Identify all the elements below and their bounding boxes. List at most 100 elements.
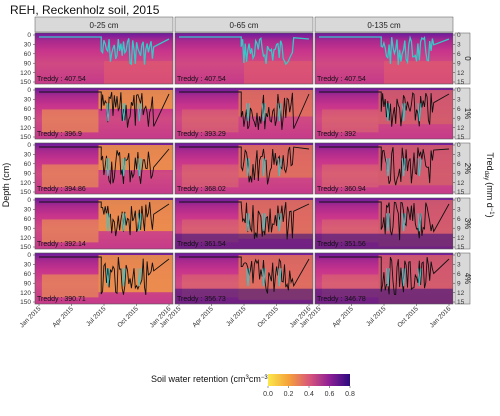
tred-tick-label: 9 bbox=[457, 60, 461, 67]
subsoil-zone bbox=[321, 164, 379, 188]
tred-day-spike bbox=[245, 213, 250, 232]
panel-border bbox=[174, 87, 314, 140]
deep-wet-band bbox=[315, 288, 453, 304]
column-strip bbox=[314, 16, 454, 33]
depth-tick-label: 0 bbox=[27, 142, 31, 149]
tred-tick-label: 0 bbox=[457, 197, 461, 204]
tred-day-spike bbox=[385, 213, 390, 232]
tred-day-spike bbox=[245, 158, 250, 177]
tred-day-line bbox=[179, 36, 310, 66]
tred-day-spike bbox=[417, 103, 422, 122]
facet-panel: Treddy : 407.54 bbox=[314, 32, 454, 85]
tred-tick-label: 3 bbox=[457, 97, 461, 104]
tred-tick-label: 15 bbox=[457, 244, 465, 251]
tred-day-spike bbox=[401, 158, 406, 177]
facet-panel: Treddy : 396.9 bbox=[34, 87, 174, 140]
x-tick-label: Oct 2015 bbox=[116, 305, 140, 329]
deep-wet-band bbox=[315, 233, 453, 249]
depth-tick-label: 150 bbox=[20, 79, 31, 86]
facet-panel: Treddy : 392 bbox=[314, 87, 454, 140]
x-tick-label: Jul 2015 bbox=[365, 305, 388, 328]
tred-tick-label: 9 bbox=[457, 280, 461, 287]
row-strip-label: 4% bbox=[463, 273, 472, 285]
legend-title: Soil water retention (cm3cm−3) bbox=[151, 374, 271, 384]
facet-panel: Treddy : 394.86 bbox=[34, 142, 174, 195]
tred-tick-label: 9 bbox=[457, 225, 461, 232]
tred-day-spike bbox=[105, 213, 110, 232]
column-strip-label: 0-65 cm bbox=[230, 21, 259, 30]
tred-tick-label: 6 bbox=[457, 271, 461, 278]
depth-tick-label: 90 bbox=[24, 170, 32, 177]
subsoil-zone bbox=[384, 61, 453, 84]
tred-day-spike bbox=[105, 158, 110, 177]
facet-panel: Treddy : 407.54 bbox=[174, 32, 314, 85]
tred-day-spike bbox=[401, 213, 406, 232]
tred-day-line bbox=[319, 201, 450, 241]
subsoil-zone bbox=[181, 109, 239, 133]
tred-tick-label: 12 bbox=[457, 290, 465, 297]
depth-tick-label: 150 bbox=[20, 189, 31, 196]
tred-tick-label: 12 bbox=[457, 125, 465, 132]
tred-day-spike bbox=[137, 158, 142, 177]
row-strip bbox=[454, 252, 471, 305]
deep-wet-band bbox=[175, 288, 313, 304]
facet-panel: Treddy : 393.29 bbox=[174, 87, 314, 140]
treddy-label: Treddy : 393.29 bbox=[177, 131, 226, 138]
tred-day-spike bbox=[401, 103, 406, 122]
tred-tick-label: 15 bbox=[457, 79, 465, 86]
row-strip bbox=[454, 87, 471, 140]
tred-tick-label: 9 bbox=[457, 170, 461, 177]
dry-zone bbox=[378, 145, 453, 186]
chart-title: REH, Reckenholz soil, 2015 bbox=[10, 3, 160, 17]
treddy-label: Treddy : 394.86 bbox=[37, 186, 86, 193]
tred-day-spike bbox=[121, 103, 126, 122]
tred-day-spike bbox=[105, 268, 110, 287]
tred-day-spike bbox=[261, 213, 266, 232]
tred-tick-label: 15 bbox=[457, 134, 465, 141]
facet-panel: Treddy : 361.54 bbox=[174, 197, 314, 250]
depth-tick-label: 90 bbox=[24, 115, 32, 122]
dry-zone bbox=[98, 255, 173, 293]
depth-tick-label: 30 bbox=[24, 97, 32, 104]
tred-day-line bbox=[39, 201, 170, 237]
tred-day-spike bbox=[417, 158, 422, 177]
treddy-label: Treddy : 346.78 bbox=[317, 296, 366, 303]
row-strip-label: 2% bbox=[463, 163, 472, 175]
column-strip bbox=[34, 16, 174, 33]
tred-tick-label: 12 bbox=[457, 180, 465, 187]
facet-panel: Treddy : 346.78 bbox=[314, 252, 454, 305]
tred-day-spike bbox=[137, 268, 142, 287]
legend: Soil water retention (cm3cm−3) 0.0 0.2 0.4… bbox=[151, 374, 355, 398]
facet-panel: Treddy : 392.14 bbox=[34, 197, 174, 250]
tred-day-spike bbox=[137, 103, 142, 122]
tred-day-line bbox=[319, 35, 450, 65]
treddy-label: Treddy : 351.56 bbox=[317, 241, 366, 248]
tred-day-spike bbox=[417, 268, 422, 287]
x-tick-label: Jul 2015 bbox=[225, 305, 248, 328]
tred-day-spike bbox=[277, 268, 282, 287]
panel-border bbox=[34, 32, 174, 85]
x-tick-label: Apr 2015 bbox=[51, 305, 75, 329]
depth-tick-label: 30 bbox=[24, 152, 32, 159]
column-strip-label: 0-135 cm bbox=[367, 21, 401, 30]
row-strip-label: 0 bbox=[463, 56, 472, 61]
tred-day-line bbox=[179, 146, 310, 185]
tred-day-line bbox=[39, 36, 170, 66]
treddy-label: Treddy : 392 bbox=[317, 131, 356, 138]
tred-tick-label: 6 bbox=[457, 161, 461, 168]
facet-panel: Treddy : 351.56 bbox=[314, 197, 454, 250]
tred-tick-label: 3 bbox=[457, 262, 461, 269]
tred-day-spike bbox=[261, 103, 266, 122]
tred-tick-label: 3 bbox=[457, 207, 461, 214]
tred-tick-label: 9 bbox=[457, 115, 461, 122]
panel-border bbox=[314, 142, 454, 195]
facet-panel: Treddy : 368.02 bbox=[174, 142, 314, 195]
tred-day-line bbox=[319, 91, 450, 127]
x-tick-label: Oct 2015 bbox=[256, 305, 280, 329]
tred-day-line bbox=[179, 256, 310, 294]
depth-tick-label: 120 bbox=[20, 125, 31, 132]
panel-border bbox=[34, 142, 174, 195]
treddy-label: Treddy : 407.54 bbox=[37, 76, 86, 83]
row-strip-label: 3% bbox=[463, 218, 472, 230]
depth-tick-label: 0 bbox=[27, 252, 31, 259]
